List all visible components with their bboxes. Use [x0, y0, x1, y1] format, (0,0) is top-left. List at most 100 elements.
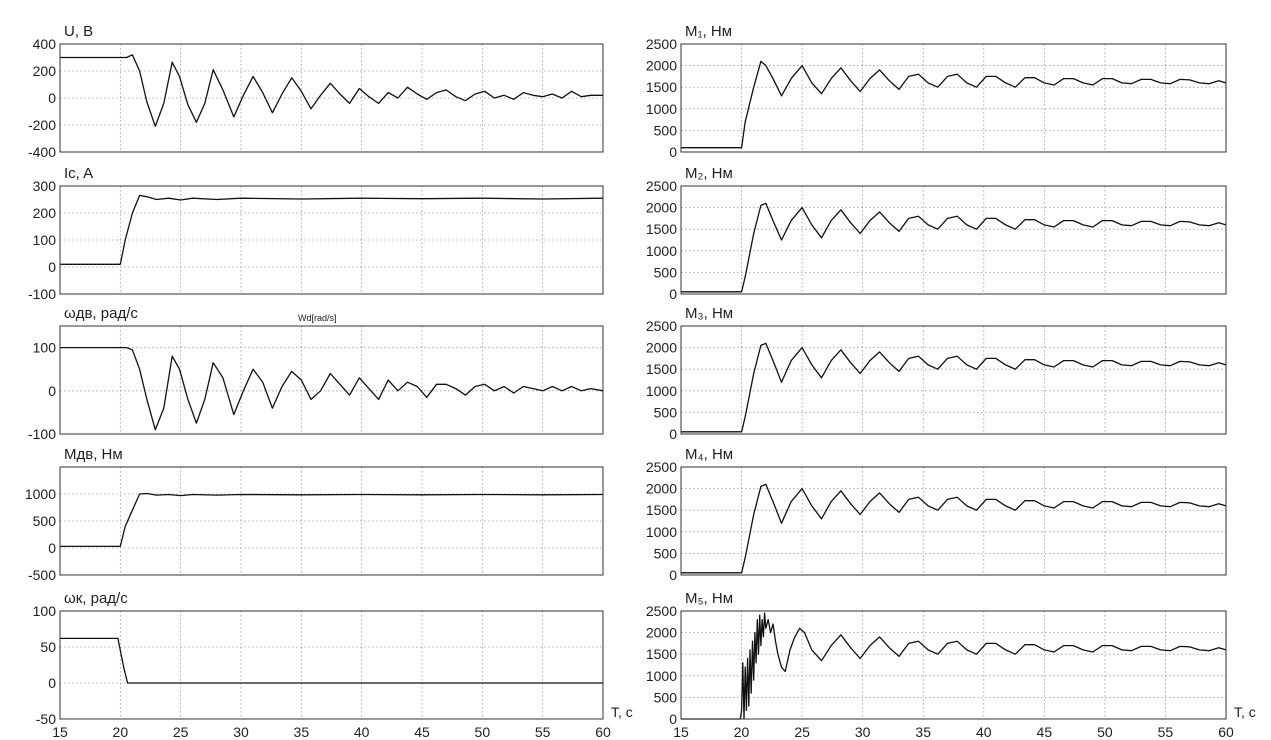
- chart-panel: 2500 2000 1500 1000 500 0 M₁, Нм: [646, 23, 1227, 160]
- chart-panel: 2500 2000 1500 1000 500 0 M₃, Нм: [646, 305, 1227, 442]
- series-line: [681, 60, 1227, 149]
- y-tick-label: -100: [28, 426, 56, 442]
- y-tick-label: 0: [669, 567, 677, 583]
- series-line: [60, 194, 604, 265]
- y-tick-label: 0: [48, 383, 56, 399]
- y-tick-label: 100: [33, 603, 57, 619]
- chart-panel: 2500 2000 1500 1000 500 0 M₅, Нм 15 20 25 30 35 40 45…: [646, 590, 1256, 740]
- y-tick-label: 500: [654, 689, 678, 705]
- y-tick-label: 1000: [646, 668, 677, 684]
- x-tick-label: 25: [794, 724, 810, 740]
- y-tick-label: 500: [654, 122, 678, 138]
- series-line: [681, 483, 1227, 574]
- y-tick-label: 0: [48, 259, 56, 275]
- plot-area: [60, 611, 603, 719]
- x-tick-label: 50: [1097, 724, 1113, 740]
- y-tick-label: 2000: [646, 481, 677, 497]
- y-tick-label: 1500: [646, 221, 677, 237]
- panel-title: ωдв, рад/с: [64, 305, 138, 322]
- y-tick-label: 2500: [646, 603, 677, 619]
- y-tick-label: 400: [33, 36, 57, 52]
- series-line: [681, 202, 1227, 293]
- x-tick-label: 40: [976, 724, 992, 740]
- plot-frame: [680, 185, 1227, 295]
- chart-panel: 1000 500 0 -500 Mдв, Нм: [25, 446, 604, 583]
- y-tick-label: 1500: [646, 361, 677, 377]
- panel-title: M₂, Нм: [685, 165, 733, 182]
- y-tick-label: 1000: [646, 101, 677, 117]
- y-tick-label: 0: [669, 144, 677, 160]
- y-tick-label: -200: [28, 117, 56, 133]
- x-tick-label: 50: [475, 724, 491, 740]
- x-axis-label: T, с: [611, 704, 633, 720]
- y-tick-label: 100: [33, 340, 57, 356]
- series-line: [60, 346, 604, 431]
- panel-title: Ic, A: [64, 165, 93, 182]
- plot-frame: [59, 43, 604, 153]
- y-tick-label: 2000: [646, 58, 677, 74]
- y-tick-label: 1000: [646, 524, 677, 540]
- y-tick-label: -400: [28, 144, 56, 160]
- y-tick-label: 0: [669, 426, 677, 442]
- chart-panel: 2500 2000 1500 1000 500 0 M₄, Нм: [646, 446, 1227, 583]
- x-tick-label: 55: [1158, 724, 1174, 740]
- plot-area: [60, 326, 603, 434]
- panel-title: ωк, рад/с: [64, 590, 128, 607]
- y-tick-label: 0: [669, 711, 677, 727]
- plot-frame: [59, 466, 604, 576]
- plot-frame: [59, 325, 604, 435]
- y-tick-label: 500: [654, 404, 678, 420]
- y-tick-label: 0: [48, 675, 56, 691]
- y-tick-label: -50: [36, 711, 56, 727]
- plot-frame: [680, 610, 1227, 720]
- y-tick-label: 1500: [646, 502, 677, 518]
- panel-title: M₃, Нм: [685, 305, 733, 322]
- y-tick-label: 1000: [25, 486, 56, 502]
- plot-area: [681, 467, 1226, 575]
- y-tick-label: 1000: [646, 383, 677, 399]
- plot-frame: [680, 466, 1227, 576]
- plot-frame: [59, 185, 604, 295]
- y-tick-label: 1000: [646, 243, 677, 259]
- y-tick-label: 500: [654, 545, 678, 561]
- x-tick-label: 60: [595, 724, 611, 740]
- panel-title: M₅, Нм: [685, 590, 733, 607]
- series-line: [60, 54, 603, 127]
- y-tick-label: 0: [48, 540, 56, 556]
- x-tick-label: 30: [855, 724, 871, 740]
- y-tick-label: 100: [33, 232, 57, 248]
- y-tick-label: 50: [40, 639, 56, 655]
- x-tick-label: 20: [734, 724, 750, 740]
- plot-frame: [680, 43, 1227, 153]
- chart-panel: 100 0 -100 ωдв, рад/с: [28, 305, 604, 442]
- x-tick-label: 30: [233, 724, 249, 740]
- y-tick-label: 500: [654, 264, 678, 280]
- plot-area: [681, 326, 1226, 434]
- y-tick-label: -500: [28, 567, 56, 583]
- y-tick-label: 500: [33, 513, 57, 529]
- y-tick-label: 200: [33, 205, 57, 221]
- x-tick-label: 55: [535, 724, 551, 740]
- y-tick-label: 0: [669, 286, 677, 302]
- chart-panel: 2500 2000 1500 1000 500 0 M₂, Нм: [646, 165, 1227, 302]
- y-tick-label: 2500: [646, 459, 677, 475]
- series-line: [681, 612, 1227, 720]
- y-tick-label: 2000: [646, 200, 677, 216]
- y-tick-label: 200: [33, 63, 57, 79]
- panel-title: M₄, Нм: [685, 446, 733, 463]
- plot-frame: [680, 325, 1227, 435]
- stray-label: Wd[rad/s]: [298, 313, 337, 323]
- y-tick-label: 2500: [646, 178, 677, 194]
- x-tick-label: 60: [1218, 724, 1234, 740]
- panel-title: U, В: [64, 23, 93, 40]
- x-tick-label: 25: [173, 724, 189, 740]
- plot-frame: [59, 610, 604, 720]
- panel-title: Mдв, Нм: [64, 446, 123, 463]
- panel-title: M₁, Нм: [685, 23, 732, 40]
- x-tick-label: 20: [113, 724, 129, 740]
- y-tick-label: 0: [48, 90, 56, 106]
- series-line: [681, 342, 1227, 433]
- chart-panel: 300 200 100 0 -100 Ic, A: [28, 165, 604, 302]
- x-axis-label: T, с: [1234, 704, 1256, 720]
